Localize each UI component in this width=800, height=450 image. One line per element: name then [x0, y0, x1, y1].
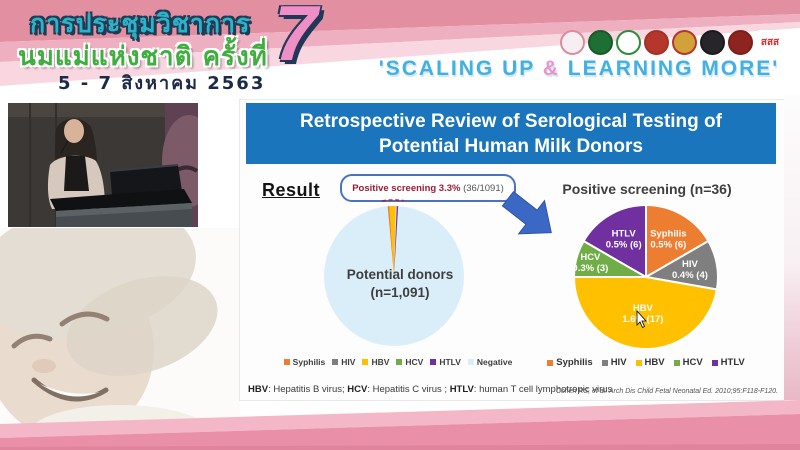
slice-label-syphilis: Syphilis 0.5% (6)	[650, 228, 686, 250]
donors-label-line2: (n=1,091)	[370, 285, 430, 301]
citation: Cohen RS, et al. Arch Dis Child Fetal Ne…	[555, 388, 778, 395]
legend-marker-icon	[332, 359, 339, 365]
legend-item-negative: Negative	[467, 357, 513, 367]
legend-label: Negative	[476, 357, 513, 367]
green-health-department-logo-icon	[588, 30, 613, 55]
highlight-dashed-arc	[381, 199, 405, 202]
footnote-definition: : Hepatitis B virus;	[268, 384, 348, 395]
legend-label: HBV	[644, 357, 665, 368]
slide-title-line1: Retrospective Review of Serological Test…	[300, 111, 722, 132]
presenter-video-feed	[8, 103, 216, 227]
legend-marker-icon	[601, 359, 608, 366]
royal-emblem-logo-icon	[644, 30, 669, 55]
legend-marker-icon	[635, 359, 642, 366]
positive-screening-title: Positive screening (n=36)	[562, 181, 732, 197]
slogan-ampersand: &	[542, 57, 560, 80]
right-pie-legend: Syphilis HIV HBV HCV HTLV	[547, 357, 745, 368]
slogan-suffix: LEARNING MORE'	[559, 57, 780, 80]
pie-slice-hbv	[573, 276, 718, 350]
legend-label: HCV	[682, 357, 703, 368]
right-edge-trim	[784, 95, 800, 400]
pie-slice-htlv	[582, 204, 647, 278]
legend-item-hiv: HIV	[601, 357, 627, 368]
potential-donors-label: Potential donors (n=1,091)	[310, 266, 490, 302]
mouse-cursor-icon	[636, 309, 647, 329]
positive-sliver-2	[394, 206, 399, 276]
legend-item-hbv: HBV	[362, 357, 389, 367]
event-slogan: 'SCALING UP & LEARNING MORE'	[360, 57, 798, 81]
legend-label: Syphilis	[556, 357, 593, 368]
legend-label: Syphilis	[292, 357, 326, 367]
legend-item-hiv: HIV	[332, 357, 355, 367]
legend-label: HCV	[405, 357, 424, 367]
slice-label-hiv: HIV 0.4% (4)	[672, 259, 708, 281]
blue-arrow-icon	[501, 190, 552, 235]
positive-sliver-1	[389, 205, 396, 276]
donors-label-line1: Potential donors	[346, 267, 454, 282]
legend-marker-icon	[673, 359, 680, 366]
positive-sliver-0	[387, 206, 394, 276]
positive-screening-pie-chart: Syphilis 0.5% (6)HIV 0.4% (4)HBV 1.6% (17)H…	[572, 204, 720, 350]
legend-item-hcv: HCV	[673, 357, 703, 368]
pie-slice-syphilis	[645, 204, 710, 278]
slide-area: Retrospective Review of Serological Test…	[240, 100, 784, 400]
legend-item-syphilis: Syphilis	[547, 357, 593, 368]
legend-marker-icon	[430, 359, 437, 365]
legend-label: HBV	[371, 357, 390, 367]
legend-item-syphilis: Syphilis	[283, 357, 326, 367]
footnote-term: HBV	[248, 384, 269, 395]
slice-label-htlv: HTLV 0.5% (6)	[606, 228, 642, 250]
legend-label: HIV	[341, 357, 356, 367]
slice-label-hcv: HCV 0.3% (3)	[572, 252, 608, 274]
footnote-definition: : Hepatitis C virus ;	[367, 384, 450, 395]
legend-marker-icon	[547, 359, 554, 366]
virus-abbreviation-footnote: HBV: Hepatitis B virus; HCV: Hepatitis C…	[248, 384, 612, 395]
medical-council-logo-icon	[700, 30, 725, 55]
podium	[50, 164, 192, 227]
baby-backdrop-photo	[0, 228, 240, 445]
thai-health-promotion-logo-icon: สสส	[756, 30, 784, 55]
legend-label: HIV	[610, 357, 627, 368]
footnote-term: HCV	[347, 384, 368, 395]
royal-college-logo-icon	[672, 30, 697, 55]
event-title-line1: การประชุมวิชาการ	[30, 9, 251, 38]
legend-label: HTLV	[439, 357, 461, 367]
footnote-definition: : human T cell lymphotropic virus	[473, 384, 613, 395]
presenter	[47, 118, 105, 209]
legend-label: HTLV	[720, 357, 745, 368]
slide-title-line2: Potential Human Milk Donors	[379, 136, 643, 157]
legend-marker-icon	[362, 359, 369, 365]
public-health-ministry-logo-icon	[616, 30, 641, 55]
footnote-term: HTLV	[449, 384, 474, 395]
legend-marker-icon	[396, 359, 403, 365]
legend-item-htlv: HTLV	[711, 357, 745, 368]
left-pie-legend: Syphilis HIV HBV HCV HTLV Negative	[283, 357, 513, 367]
sponsor-logo-row: สสส	[560, 30, 784, 55]
result-label: Result	[262, 180, 321, 200]
legend-item-htlv: HTLV	[430, 357, 461, 367]
legend-item-hbv: HBV	[635, 357, 665, 368]
slide-title-banner: Retrospective Review of Serological Test…	[246, 103, 776, 164]
potential-donors-pie-chart	[324, 199, 464, 346]
legend-item-hcv: HCV	[396, 357, 423, 367]
callout-detail: (36/1091)	[460, 182, 504, 194]
event-dates: 5 - 7 สิงหาคม 2563	[58, 73, 266, 94]
edition-number: 7	[274, 0, 318, 77]
pediatric-society-logo-icon	[728, 30, 753, 55]
positive-screening-callout: Positive screening 3.3% (36/1091)	[340, 174, 516, 202]
callout-highlight: Positive screening 3.3%	[352, 182, 461, 194]
mother-child-foundation-logo-icon	[560, 30, 585, 55]
bottom-pink-band	[0, 400, 800, 450]
legend-marker-icon	[283, 359, 290, 365]
event-title-line2: นมแม่แห่งชาติ ครั้งที่	[18, 42, 268, 72]
legend-marker-icon	[467, 359, 474, 365]
slogan-prefix: 'SCALING UP	[378, 57, 543, 80]
legend-marker-icon	[711, 359, 718, 366]
